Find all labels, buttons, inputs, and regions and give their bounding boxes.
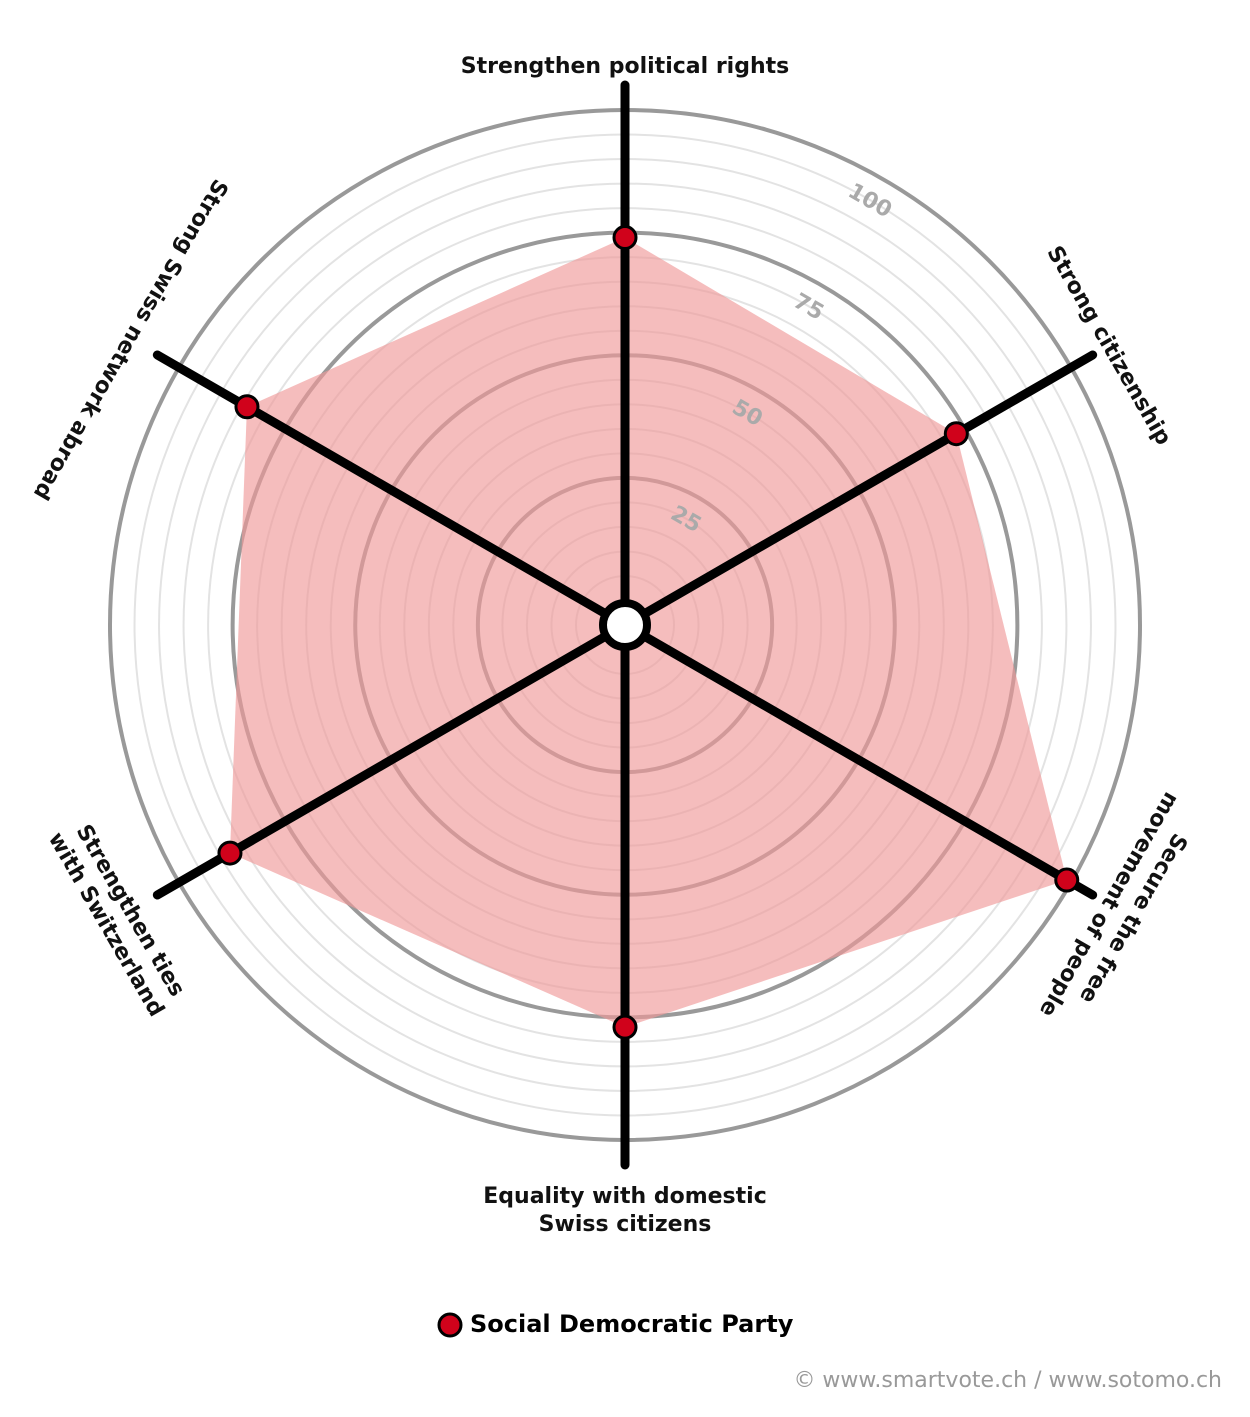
point bbox=[943, 421, 969, 447]
axis-label: Equality with domestic bbox=[483, 1184, 767, 1209]
source: © www.smartvote.ch / www.sotomo.ch bbox=[793, 1368, 1222, 1393]
axis bbox=[620, 350, 1098, 630]
axis bbox=[620, 620, 1098, 900]
center bbox=[599, 599, 651, 651]
point bbox=[612, 1014, 638, 1040]
r-tick-label: 75 bbox=[789, 289, 828, 326]
legend-marker bbox=[437, 1312, 463, 1338]
point bbox=[612, 225, 638, 251]
axis bbox=[152, 350, 630, 630]
point bbox=[1054, 867, 1080, 893]
point bbox=[234, 394, 260, 420]
axis-label: Strengthen political rights bbox=[461, 54, 789, 79]
axis-label: Strong citizenship bbox=[1041, 242, 1175, 450]
axis-label: Strong Swiss network abroad bbox=[28, 175, 233, 504]
point bbox=[217, 840, 243, 866]
axis-label: Swiss citizens bbox=[539, 1212, 712, 1237]
legend-label: Social Democratic Party bbox=[470, 1310, 794, 1338]
